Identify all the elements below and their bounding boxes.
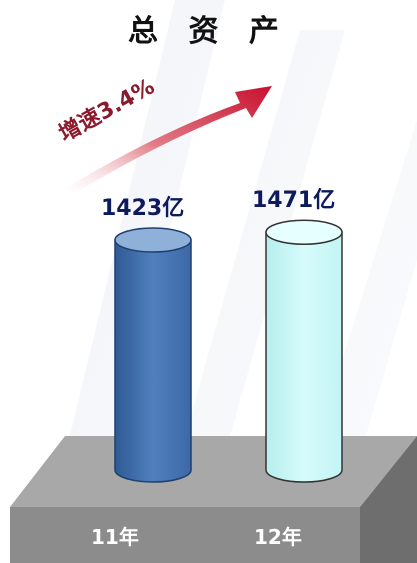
bar-body bbox=[265, 231, 343, 483]
value-label: 1423亿 bbox=[101, 196, 185, 221]
chart-title: 总 资 产 bbox=[128, 14, 289, 49]
bar-top bbox=[265, 219, 343, 245]
platform bbox=[10, 436, 417, 563]
category-label: 11年 bbox=[91, 525, 139, 549]
bar-12年 bbox=[265, 219, 343, 483]
bar-top bbox=[114, 227, 192, 253]
category-label: 12年 bbox=[254, 525, 302, 549]
bars-group bbox=[114, 219, 343, 483]
growth-arrow bbox=[66, 86, 272, 196]
value-label: 1471亿 bbox=[252, 188, 336, 214]
bar-body bbox=[114, 239, 192, 483]
bar-11年 bbox=[114, 227, 192, 483]
